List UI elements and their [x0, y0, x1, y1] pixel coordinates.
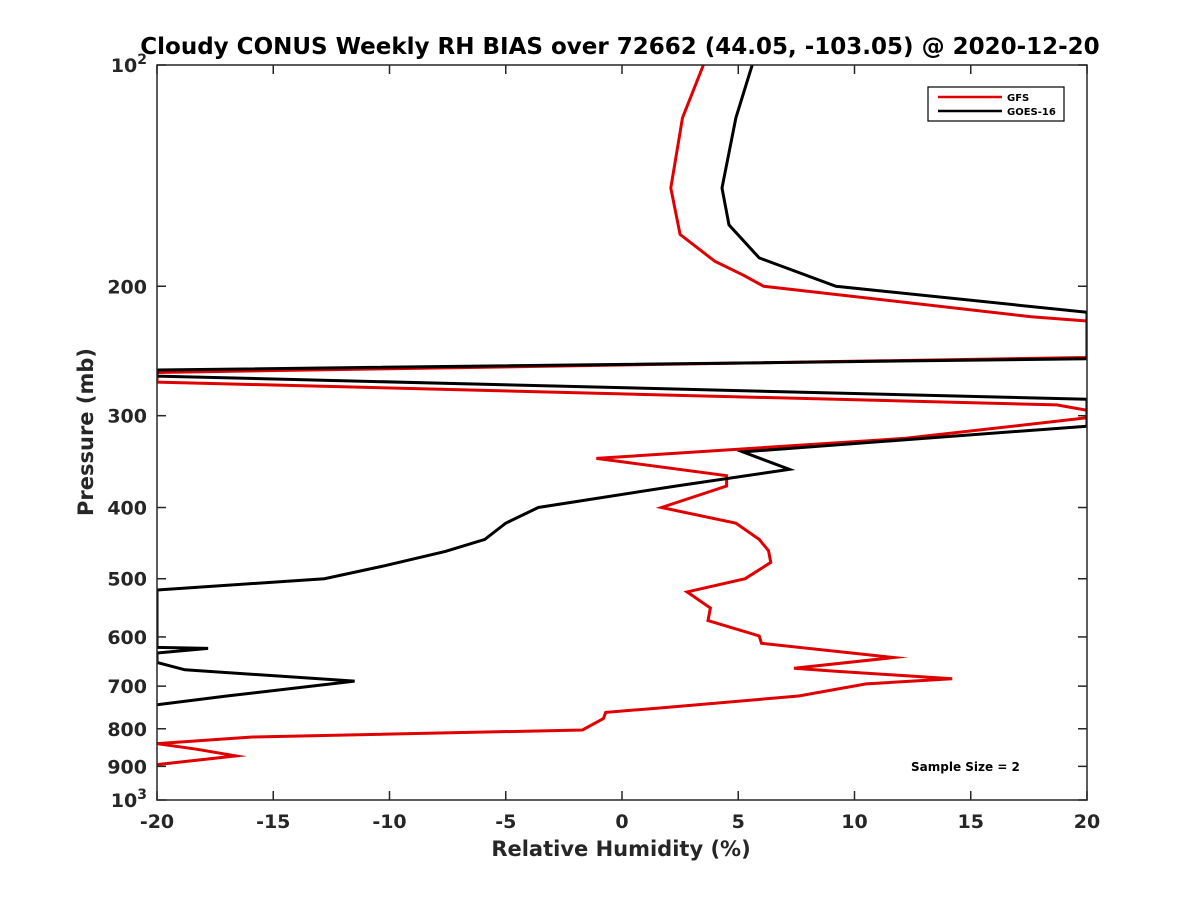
- series-layer: [157, 65, 1087, 767]
- x-tick-label: 5: [732, 811, 745, 833]
- series-line-goes16: [157, 65, 1087, 707]
- legend: GFS GOES-16: [927, 86, 1065, 122]
- x-tick-label: 0: [615, 811, 628, 833]
- series-line-gfs: [157, 65, 1087, 767]
- y-tick-label: 102: [111, 52, 147, 77]
- legend-box: [927, 86, 1065, 122]
- legend-label-gfs: GFS: [1007, 93, 1029, 104]
- y-tick-label: 400: [107, 498, 147, 520]
- y-tick-label: 500: [107, 569, 147, 591]
- x-tick-label: -5: [495, 811, 516, 833]
- x-tick-label: -15: [256, 811, 290, 833]
- x-tick-label: -20: [140, 811, 174, 833]
- chart-title: Cloudy CONUS Weekly RH BIAS over 72662 (…: [140, 34, 1099, 60]
- y-tick-label: 800: [107, 719, 147, 741]
- sample-size-annotation: Sample Size = 2: [911, 760, 1020, 774]
- y-tick-label: 200: [107, 276, 147, 298]
- x-tick-label: -10: [372, 811, 406, 833]
- y-axis-title: Pressure (mb): [74, 348, 98, 516]
- x-axis-title: Relative Humidity (%): [491, 837, 750, 861]
- x-tick-label: 15: [958, 811, 984, 833]
- y-tick-label: 103: [111, 787, 147, 812]
- x-tick-label: 20: [1074, 811, 1100, 833]
- y-tick-label: 300: [107, 406, 147, 428]
- y-tick-label: 600: [107, 627, 147, 649]
- x-axis: -20 -15 -10 -5 0 5 10 15 20: [140, 65, 1100, 833]
- legend-label-goes16: GOES-16: [1007, 107, 1056, 118]
- y-tick-label: 700: [107, 676, 147, 698]
- x-tick-label: 10: [841, 811, 867, 833]
- y-axis: 102 200 300 400 500 600 700 800 900 103: [107, 52, 1087, 812]
- y-tick-label: 900: [107, 756, 147, 778]
